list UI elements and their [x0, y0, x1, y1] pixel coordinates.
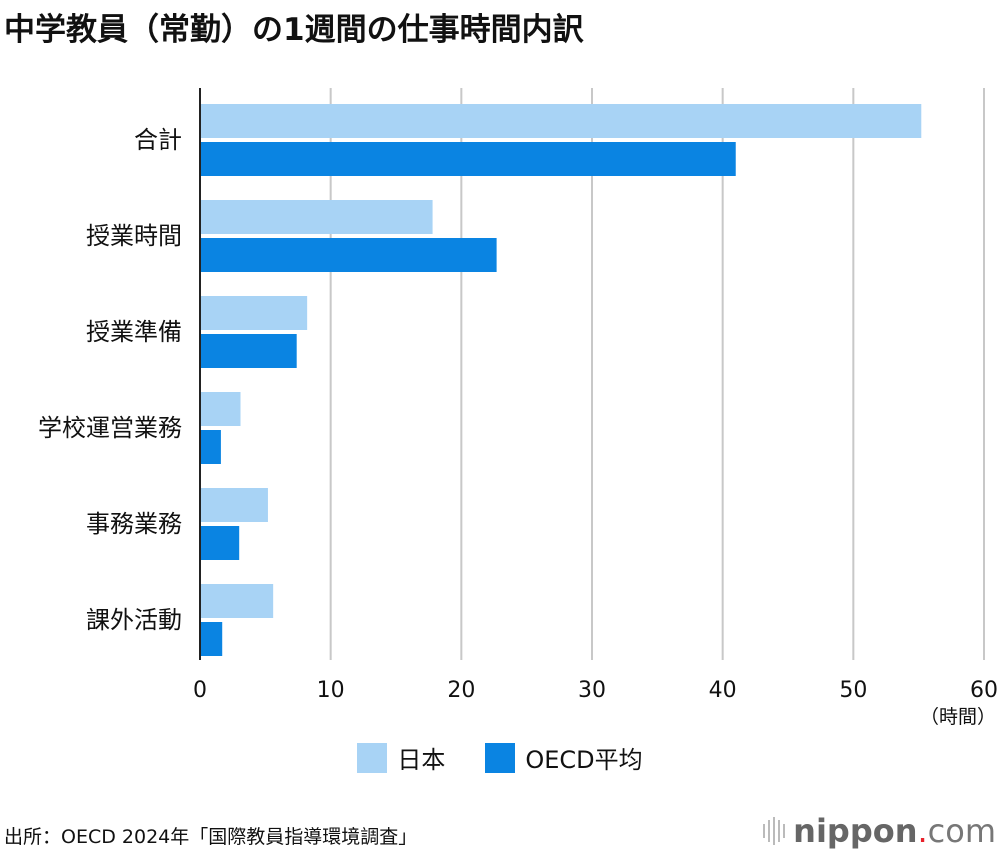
bar-oecd	[200, 334, 297, 368]
x-tick-label: 10	[317, 678, 345, 703]
bar-japan	[200, 104, 922, 138]
bar-japan	[200, 392, 241, 426]
x-tick-label: 40	[709, 678, 737, 703]
category-label: 授業時間	[86, 222, 182, 250]
legend-swatch	[485, 742, 516, 773]
bar-chart: 0 10 20 30 40 50 60 （時間） 合計授業時間授業準備学校運営業務事務業務課外活…	[38, 88, 998, 728]
bar-japan	[200, 488, 268, 522]
category-label: 事務業務	[86, 510, 182, 538]
bar-japan	[200, 584, 274, 618]
category-label: 学校運営業務	[38, 414, 182, 442]
category-label: 課外活動	[86, 606, 182, 634]
bar-oecd	[200, 526, 240, 560]
bar-oecd	[200, 142, 736, 176]
legend: 日本 OECD平均	[0, 740, 1000, 775]
legend-label: OECD平均	[525, 746, 643, 774]
bar-japan	[200, 200, 433, 234]
category-label: 合計	[134, 126, 182, 154]
category-label: 授業準備	[86, 318, 182, 346]
legend-item-oecd: OECD平均	[485, 740, 643, 775]
chart-title: 中学教員（常勤）の1週間の仕事時間内訳	[4, 12, 584, 48]
legend-swatch	[357, 742, 388, 773]
legend-label: 日本	[397, 746, 446, 774]
bar-japan	[200, 296, 308, 330]
x-tick-label: 20	[447, 678, 475, 703]
legend-item-japan: 日本	[357, 740, 445, 775]
x-tick-label: 60	[970, 678, 998, 703]
bar-oecd	[200, 238, 497, 272]
bar-oecd	[200, 430, 221, 464]
x-tick-label: 30	[578, 678, 606, 703]
bar-oecd	[200, 622, 223, 656]
source-note: 出所：OECD 2024年「国際教員指導環境調査」	[4, 826, 418, 848]
x-tick-label: 50	[839, 678, 867, 703]
x-axis-unit: （時間）	[920, 706, 996, 728]
logo-mark-icon	[763, 817, 786, 845]
nippon-logo: nippon.com	[763, 812, 996, 850]
x-tick-label: 0	[193, 678, 207, 703]
